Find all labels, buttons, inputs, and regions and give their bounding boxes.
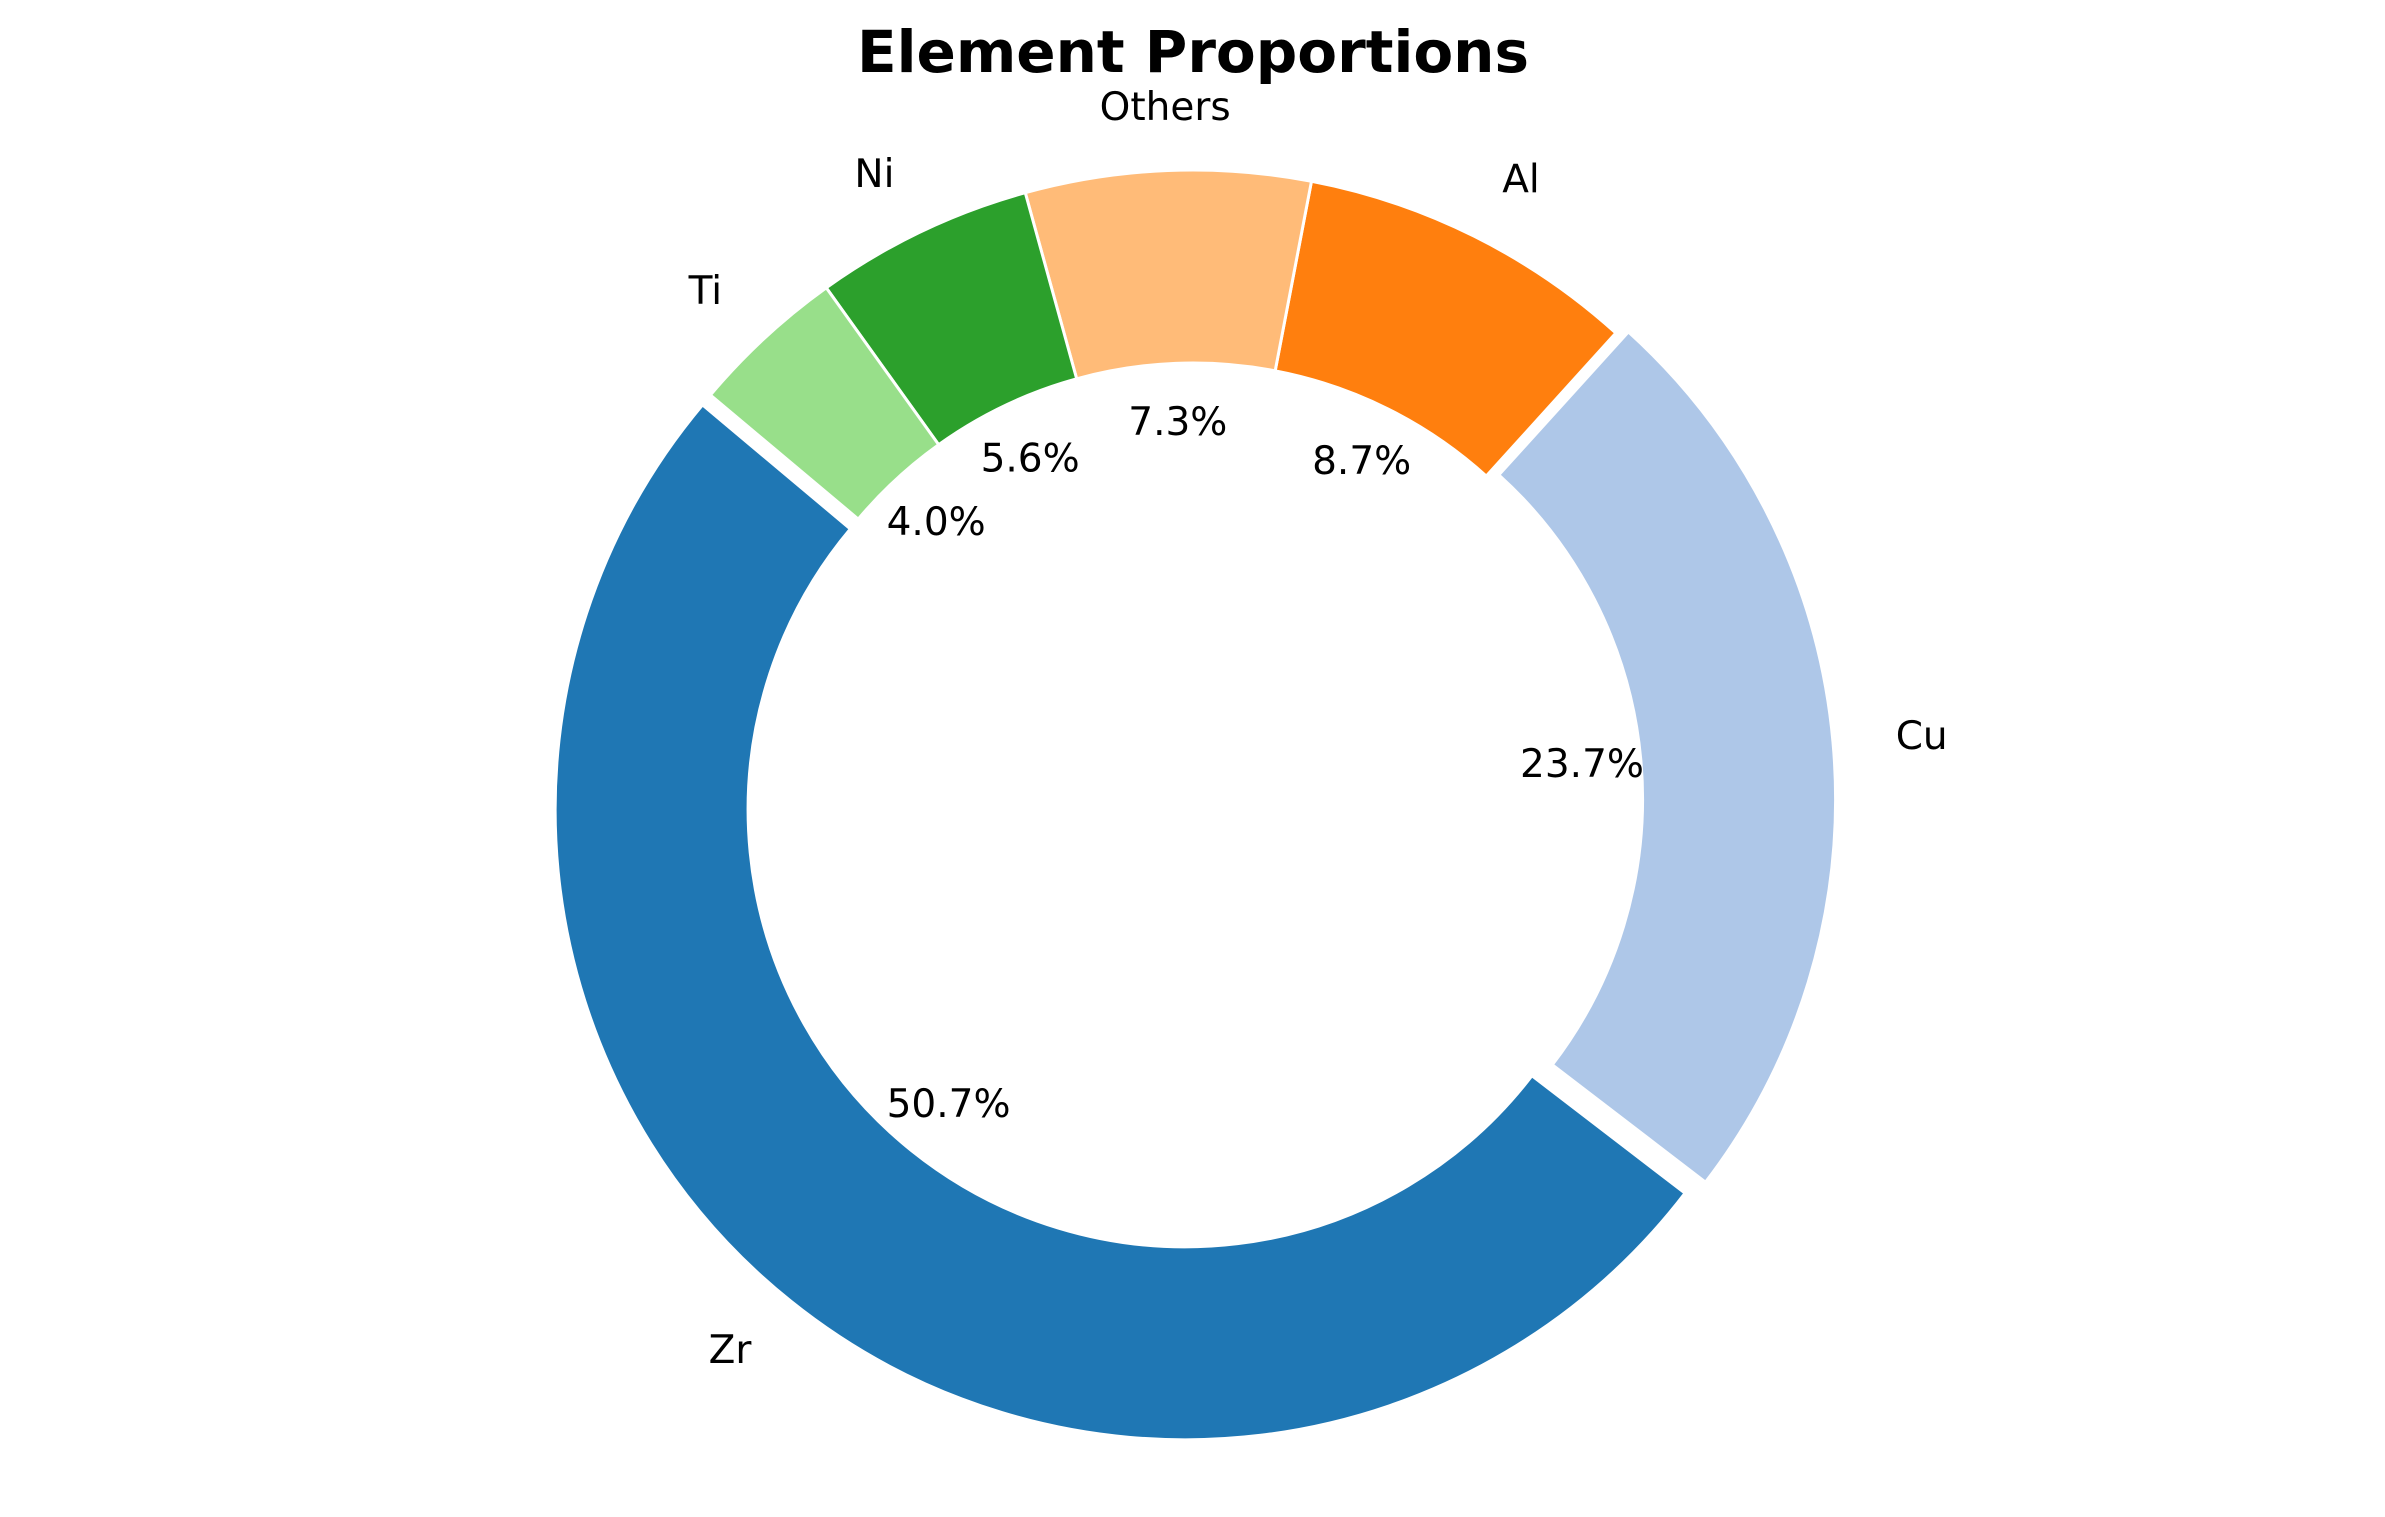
- category-label-ti: Ti: [688, 269, 722, 314]
- category-label-ni: Ni: [854, 152, 894, 197]
- category-label-others: Others: [1100, 85, 1231, 130]
- category-label-cu: Cu: [1896, 714, 1948, 759]
- slice-cu: [1496, 329, 1838, 1185]
- slice-zr: [553, 402, 1688, 1442]
- category-label-zr: Zr: [709, 1328, 753, 1373]
- percent-label-ti: 4.0%: [887, 500, 986, 545]
- percent-label-cu: 23.7%: [1520, 742, 1644, 787]
- slice-ti: [708, 285, 941, 522]
- percent-label-al: 8.7%: [1312, 439, 1411, 484]
- category-labels-group: Zr Cu Al Others Ni Ti: [688, 85, 1948, 1373]
- percent-label-others: 7.3%: [1128, 400, 1227, 445]
- percent-label-ni: 5.6%: [981, 436, 1080, 481]
- percent-labels-group: 50.7% 23.7% 8.7% 7.3% 5.6% 4.0%: [887, 400, 1644, 1127]
- slices-group: [553, 168, 1838, 1442]
- percent-label-zr: 50.7%: [887, 1082, 1011, 1127]
- chart-title: Element Proportions: [857, 18, 1529, 86]
- category-label-al: Al: [1502, 157, 1540, 202]
